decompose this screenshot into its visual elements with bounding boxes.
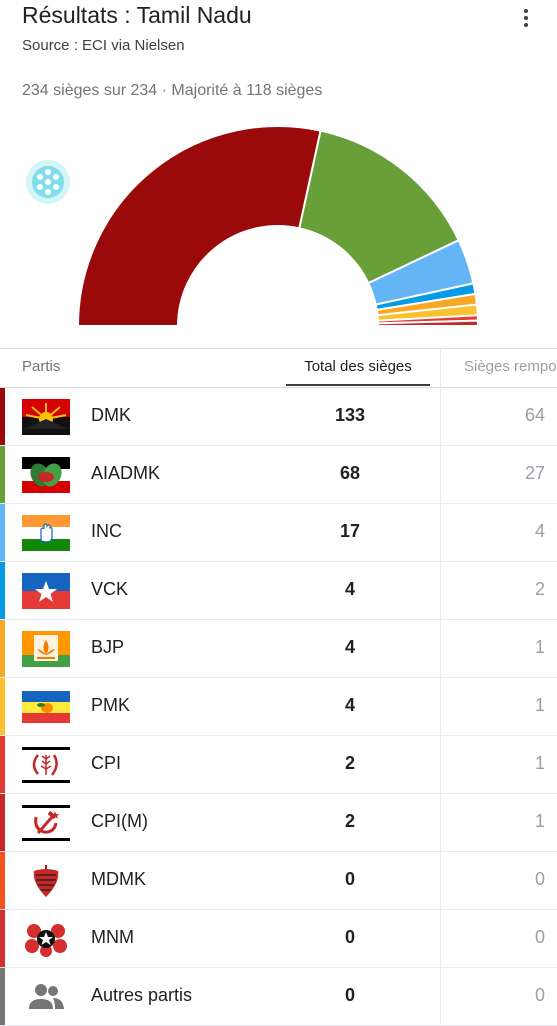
total-seats-value: 2 (344, 811, 355, 831)
seats-won-value: 0 (534, 869, 545, 889)
table-row[interactable]: Autres partis 0 0 (0, 968, 557, 1026)
cpi-sickle-wheat-icon (22, 747, 70, 783)
party-color-bar (0, 852, 5, 909)
seats-won-value: 2 (534, 579, 545, 599)
table-row[interactable]: MDMK 0 0 (0, 852, 557, 910)
column-header-total-seats[interactable]: Total des sièges (304, 358, 412, 375)
table-row[interactable]: DMK 133 64 (0, 388, 557, 446)
loading-wheel-icon (26, 160, 70, 204)
mdmk-top-icon (22, 863, 70, 899)
party-color-bar (0, 504, 5, 561)
party-color-bar (0, 736, 5, 793)
table-row[interactable]: INC 17 4 (0, 504, 557, 562)
results-table: Partis Total des sièges Sièges remportés… (0, 348, 557, 1026)
bjp-lotus-flag-icon (22, 631, 70, 667)
total-seats-value: 4 (344, 579, 355, 599)
table-row[interactable]: CPI 2 1 (0, 736, 557, 794)
party-name: Autres partis (91, 985, 193, 1005)
party-color-bar (0, 562, 5, 619)
party-name: MDMK (91, 869, 146, 889)
group-people-icon (22, 979, 70, 1015)
seats-summary: 234 sièges sur 234 · Majorité à 118 sièg… (22, 82, 323, 99)
dmk-rising-sun-flag-icon (22, 399, 70, 435)
table-header: Partis Total des sièges Sièges remportés (0, 348, 557, 388)
mnm-hands-star-icon (22, 921, 70, 957)
seats-won-value: 64 (524, 405, 545, 425)
more-options-icon[interactable] (514, 6, 538, 30)
source-text: Source : ECI via Nielsen (22, 37, 185, 54)
aiadmk-two-leaves-icon (22, 457, 70, 493)
table-row[interactable]: VCK 4 2 (0, 562, 557, 620)
party-name: BJP (91, 637, 125, 657)
pmk-mango-flag-icon (22, 689, 70, 725)
total-seats-value: 133 (334, 405, 366, 425)
table-row[interactable]: PMK 4 1 (0, 678, 557, 736)
seats-won-value: 1 (534, 753, 545, 773)
total-seats-value: 4 (344, 637, 355, 657)
party-name: VCK (91, 579, 129, 599)
seats-won-value: 0 (534, 985, 545, 1005)
party-color-bar (0, 388, 5, 445)
active-column-underline (286, 384, 430, 386)
cpim-hammer-sickle-icon (22, 805, 70, 841)
party-color-bar (0, 446, 5, 503)
total-seats-value: 0 (344, 869, 355, 889)
total-seats-value: 4 (344, 695, 355, 715)
total-seats-value: 2 (344, 753, 355, 773)
party-name: INC (91, 521, 122, 541)
seats-won-value: 4 (534, 521, 545, 541)
party-name: MNM (91, 927, 134, 947)
total-seats-value: 68 (339, 463, 361, 483)
total-seats-value: 0 (344, 927, 355, 947)
seats-won-value: 27 (524, 463, 545, 483)
chart-slice-dmk[interactable] (76, 125, 322, 327)
column-header-party[interactable]: Partis (22, 358, 61, 375)
chart-slice-aiadmk[interactable] (298, 129, 461, 285)
column-divider (440, 348, 441, 1024)
party-name: DMK (91, 405, 131, 425)
page-title: Résultats : Tamil Nadu (22, 2, 252, 28)
party-name: CPI (91, 753, 122, 773)
vck-star-flag-icon (22, 573, 70, 609)
party-name: CPI(M) (91, 811, 148, 831)
column-header-seats-won[interactable]: Sièges remportés (464, 358, 557, 375)
party-name: AIADMK (91, 463, 161, 483)
table-body: DMK 133 64 AIADMK 68 27 INC 17 4 VCK 4 2 BJP 4 1 PMK 4 1 C… (0, 388, 557, 1026)
seats-won-value: 1 (534, 811, 545, 831)
inc-hand-flag-icon (22, 515, 70, 551)
party-color-bar (0, 620, 5, 677)
table-row[interactable]: CPI(M) 2 1 (0, 794, 557, 852)
table-row[interactable]: MNM 0 0 (0, 910, 557, 968)
table-row[interactable]: AIADMK 68 27 (0, 446, 557, 504)
seats-half-donut-chart (76, 125, 480, 327)
party-color-bar (0, 968, 5, 1025)
party-name: PMK (91, 695, 131, 715)
party-color-bar (0, 678, 5, 735)
seats-won-value: 1 (534, 695, 545, 715)
table-row[interactable]: BJP 4 1 (0, 620, 557, 678)
seats-won-value: 0 (534, 927, 545, 947)
party-color-bar (0, 910, 5, 967)
total-seats-value: 17 (339, 521, 361, 541)
chart-slice-cpi-m-[interactable] (376, 319, 480, 327)
seats-won-value: 1 (534, 637, 545, 657)
party-color-bar (0, 794, 5, 851)
total-seats-value: 0 (344, 985, 355, 1005)
